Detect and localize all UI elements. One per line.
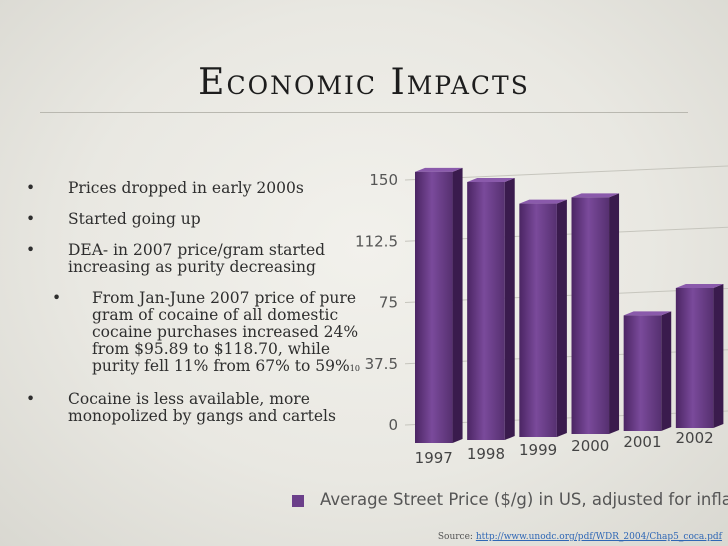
y-tick-label: 112.5 [355,232,398,250]
bar-1998 [467,178,515,440]
bullet-dot: • [52,289,62,307]
bullet-list: • Prices dropped in early 2000s • Starte… [26,180,366,439]
bar-2001 [623,311,672,431]
y-tick-label: 150 [369,171,398,189]
x-tick-label: 2002 [676,429,714,447]
x-axis: 1997 1998 1999 2000 2001 2002 [415,429,714,467]
bar-front [675,288,714,428]
bar-2000 [571,193,620,434]
bullet-dot: • [26,390,36,408]
title-divider [40,112,688,113]
source-label: Source: [437,532,473,542]
bar-side [661,311,672,431]
bar-top [415,167,463,172]
bullet-text: Cocaine is less available, more monopoli… [68,390,336,425]
bar-top [675,284,724,288]
bullet-dot: • [26,210,36,228]
bar-side [452,167,463,444]
x-tick-label: 2001 [623,433,661,451]
bar-front [623,315,662,431]
legend-swatch [292,495,304,507]
bar-side [556,199,567,437]
bar-2002 [675,284,724,428]
legend-label: Average Street Price ($/g) in US, adjust… [320,490,728,509]
bullet-text: DEA- in 2007 price/gram started increasi… [68,241,326,276]
bullet-text: Prices dropped in early 2000s [68,179,304,197]
source-citation: Source: http://www.unodc.org/pdf/WDR_200… [438,532,722,542]
x-tick-label: 2000 [571,437,609,455]
bar-top [571,193,620,198]
bar-side [504,178,515,440]
x-tick-label: 1997 [415,449,453,467]
footnote-mark: 10 [349,364,360,373]
bullet-item: • Prices dropped in early 2000s [26,180,366,197]
sub-bullet-text: From Jan-June 2007 price of pure gram of… [92,289,359,375]
bar-front [467,182,505,440]
bullet-item: • DEA- in 2007 price/gram started increa… [26,242,366,276]
bullet-dot: • [26,241,36,259]
chart-legend: Average Street Price ($/g) in US, adjust… [292,490,728,512]
bar-side [713,284,724,428]
bar-front [571,197,610,434]
x-tick-label: 1998 [467,445,505,463]
x-tick-label: 1999 [519,441,557,459]
sub-bullet-item: • From Jan-June 2007 price of pure gram … [26,290,366,377]
bullet-text: Started going up [68,210,201,228]
bar-side [609,193,620,434]
bullet-item: • Cocaine is less available, more monopo… [26,391,366,425]
bullet-dot: • [26,179,36,197]
bar-top [623,311,672,316]
price-bar-chart: 150 112.5 75 37.5 0 1997 1998 1999 2000 2001 2002 [330,150,728,495]
bar-front [519,203,557,437]
bar-chart-svg: 150 112.5 75 37.5 0 1997 1998 1999 2000 2001 2002 [355,165,728,467]
y-tick-label: 37.5 [365,355,398,373]
slide-title: Economic Impacts [198,62,530,103]
bar-layer [415,167,724,444]
bar-1997 [415,167,463,444]
y-axis: 150 112.5 75 37.5 0 [355,171,398,434]
bar-1999 [519,199,567,437]
y-tick-label: 0 [388,416,398,434]
y-tick-label: 75 [379,294,398,312]
bar-top [467,178,515,182]
bar-top [519,199,567,204]
bar-front [415,171,453,444]
source-link[interactable]: http://www.unodc.org/pdf/WDR_2004/Chap5_… [475,532,722,542]
bullet-item: • Started going up [26,211,366,228]
